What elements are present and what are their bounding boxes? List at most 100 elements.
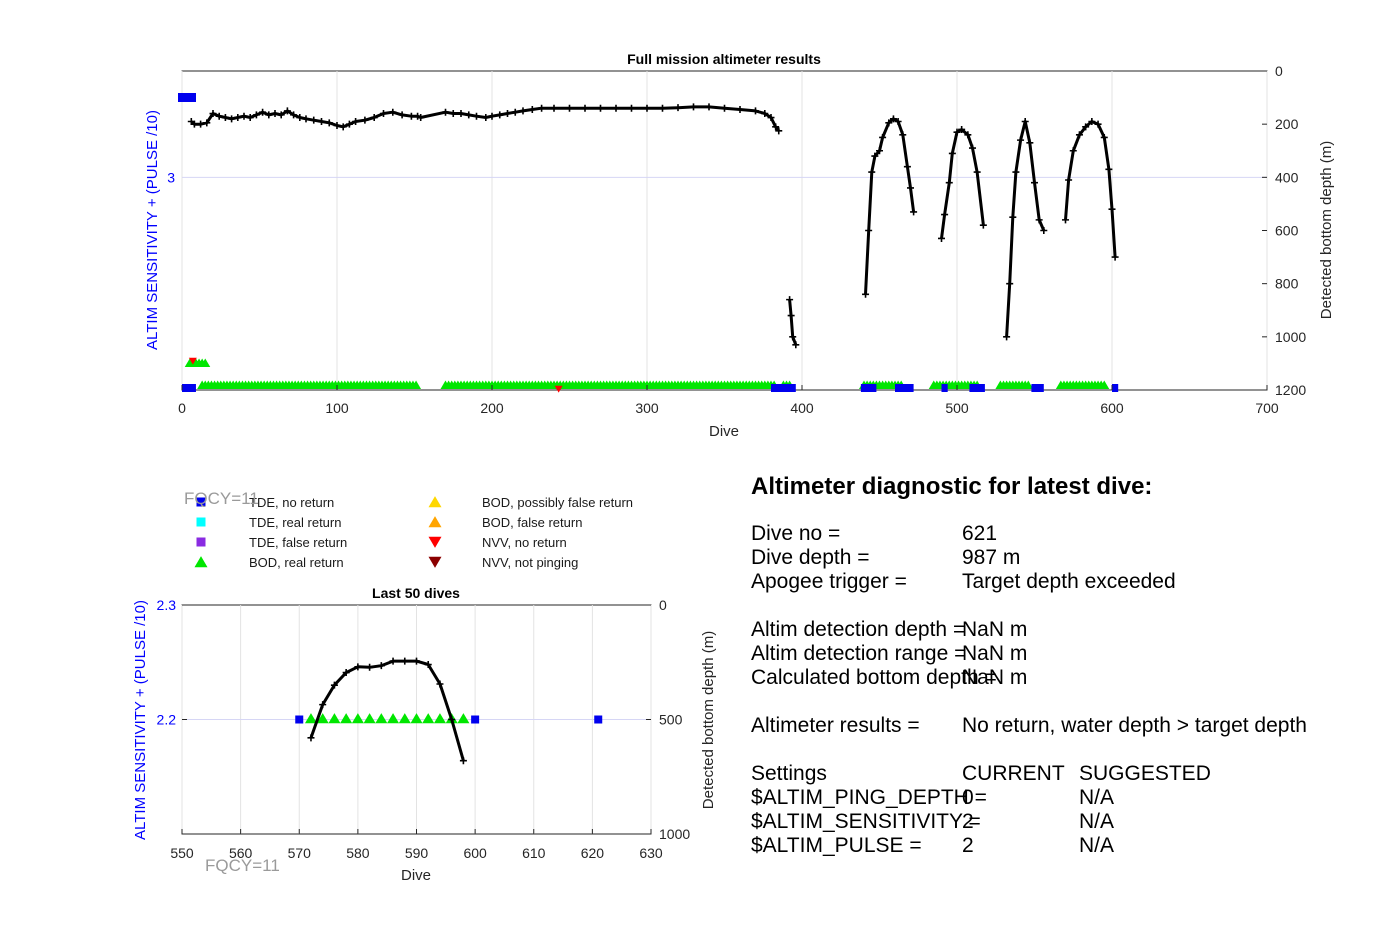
legend-triangle-icon — [428, 556, 442, 568]
bottom-x-tick-label: 600 — [463, 845, 487, 861]
tde-no-return-marker — [941, 384, 948, 392]
top-right-y-tick-label: 1200 — [1275, 382, 1306, 398]
depth-point — [1065, 176, 1073, 184]
fqcy-label-bottom: FQCY=11 — [205, 856, 280, 875]
diag-label-bottom-depth: Calculated bottom depth = — [751, 666, 997, 689]
depth-point — [448, 716, 456, 723]
depth-point — [538, 104, 546, 112]
bottom-right-y-tick-label: 1000 — [659, 826, 690, 842]
diag-value-results: No return, water depth > target depth — [962, 714, 1307, 737]
depth-point — [865, 227, 873, 234]
legend: TDE, no return TDE, real return TDE, false… — [194, 495, 633, 570]
depth-point — [290, 111, 298, 119]
bottom-right-y-ticks: 0 500 1000 — [646, 597, 690, 842]
bottom-left-y-ticks: 2.2 2.3 — [157, 597, 187, 728]
bod-real-return-marker — [1099, 380, 1110, 389]
depth-point — [941, 211, 949, 219]
diag-label-apogee: Apogee trigger = — [751, 570, 907, 593]
top-x-tick-label: 100 — [325, 400, 349, 416]
bottom-x-tick-label: 560 — [229, 845, 253, 861]
depth-point — [228, 115, 236, 123]
setting-current-ping-depth: 0 — [962, 786, 974, 809]
depth-point — [407, 112, 415, 120]
legend-label: TDE, no return — [249, 495, 334, 510]
bod-real-return-marker — [328, 713, 341, 724]
diag-value-apogee: Target depth exceeded — [962, 570, 1176, 593]
bod-real-return-marker — [363, 713, 376, 724]
depth-series-line — [309, 659, 465, 762]
depth-series-line — [1005, 120, 1046, 337]
depth-point — [283, 107, 291, 115]
depth-point — [868, 168, 876, 176]
depth-point — [333, 121, 341, 129]
legend-label: NVV, not pinging — [482, 555, 578, 570]
depth-point — [787, 312, 795, 320]
depth-point — [319, 701, 327, 709]
depth-point — [1082, 123, 1090, 131]
depth-point — [277, 111, 285, 119]
bottom-left-y-tick-label: 2.2 — [157, 712, 177, 728]
top-left-y-tick-label: 3 — [167, 169, 175, 185]
depth-point — [910, 208, 918, 216]
top-x-tick-label: 400 — [790, 400, 814, 416]
nvv-no-return-marker — [554, 385, 563, 393]
depth-point — [190, 120, 198, 128]
bod-real-return-marker — [304, 713, 317, 724]
top-x-tick-label: 300 — [635, 400, 659, 416]
depth-point — [969, 144, 976, 152]
depth-point — [366, 663, 374, 671]
depth-point — [398, 111, 406, 119]
settings-suggested-header: SUGGESTED — [1079, 762, 1211, 785]
depth-point — [296, 114, 304, 122]
bod-real-return-marker — [410, 713, 423, 724]
diagnostic-heading: Altimeter diagnostic for latest dive: — [751, 473, 1152, 500]
depth-point — [903, 163, 911, 171]
diag-value-detection-depth: NaN m — [962, 618, 1027, 641]
depth-point — [240, 112, 248, 120]
diag-value-detection-range: NaN m — [962, 642, 1027, 665]
depth-point — [953, 128, 961, 136]
depth-point — [1003, 333, 1011, 341]
bottom-right-y-tick-label: 500 — [659, 712, 683, 728]
depth-point — [885, 119, 893, 127]
legend-triangle-icon — [428, 516, 442, 528]
tde-no-return-marker — [895, 384, 914, 392]
tde-no-return-marker — [182, 384, 196, 392]
depth-point — [1108, 205, 1116, 213]
depth-point — [459, 757, 467, 765]
bod-real-return-marker — [200, 358, 211, 367]
depth-point — [482, 114, 490, 122]
setting-label-sensitivity: $ALTIM_SENSITIVITY = — [751, 810, 981, 833]
depth-point — [209, 110, 217, 118]
top-chart-title: Full mission altimeter results — [627, 51, 821, 67]
tde-no-return-marker — [771, 384, 796, 392]
depth-point — [705, 103, 713, 111]
depth-point — [424, 661, 432, 669]
depth-point — [203, 119, 211, 127]
setting-current-pulse: 2 — [962, 834, 974, 857]
legend-triangle-icon — [194, 556, 208, 568]
depth-point — [265, 111, 273, 119]
bod-real-return-marker — [457, 713, 470, 724]
depth-point — [761, 110, 769, 118]
depth-point — [767, 114, 775, 122]
depth-point — [221, 114, 229, 122]
depth-point — [1006, 280, 1014, 288]
depth-point — [1111, 253, 1119, 261]
bottom-chart-title: Last 50 dives — [372, 585, 460, 601]
depth-point — [775, 127, 783, 135]
depth-point — [377, 662, 385, 670]
bod-real-return-marker — [422, 713, 435, 724]
depth-point — [401, 657, 409, 665]
depth-point — [370, 114, 378, 122]
depth-point — [1021, 118, 1029, 126]
depth-point — [643, 104, 651, 112]
depth-point — [197, 120, 205, 128]
legend-triangle-icon — [428, 536, 442, 548]
depth-point — [330, 681, 338, 689]
bod-real-return-marker — [375, 713, 388, 724]
depth-point — [352, 118, 360, 126]
fqcy-label-legend: FQCY=11 — [184, 489, 259, 508]
depth-point — [1062, 216, 1069, 224]
bottom-depth-line — [307, 657, 467, 765]
